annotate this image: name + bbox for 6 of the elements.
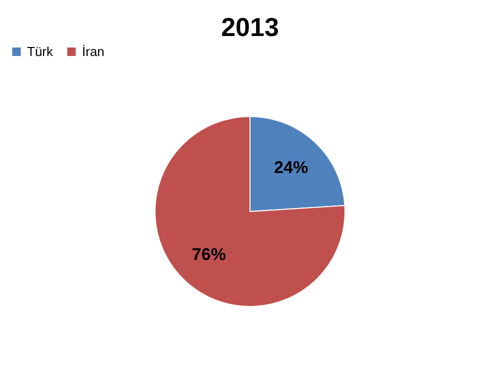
pie-slice [154, 116, 346, 307]
data-label: 76% [192, 245, 226, 264]
legend-label: İran [82, 44, 104, 59]
legend-label: Türk [27, 44, 54, 59]
data-label: 24% [274, 158, 308, 177]
chart-title: 2013 [221, 12, 279, 42]
